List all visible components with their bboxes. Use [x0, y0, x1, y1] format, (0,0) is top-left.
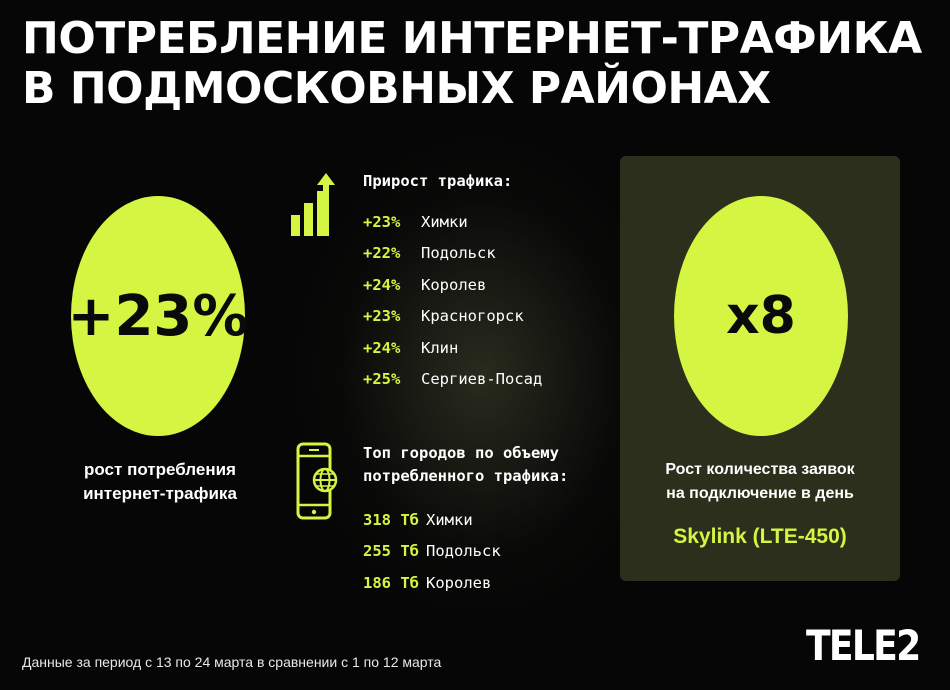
list-item: +24% Клин	[363, 332, 542, 364]
growth-percent: +25%	[363, 370, 401, 389]
top-cities-heading: Топ городов по объему потребленного траф…	[363, 444, 569, 485]
background-phone-glow	[300, 140, 630, 610]
list-item: +24% Королев	[363, 269, 542, 301]
growth-percent: +23%	[363, 307, 401, 326]
growth-heading: Прирост трафика:	[363, 172, 513, 190]
city-name: Подольск	[426, 542, 501, 561]
list-item: +23% Химки	[363, 206, 542, 238]
city-name: Сергиев-Посад	[421, 370, 543, 389]
requests-caption-line-1: Рост количества заявок	[665, 461, 855, 478]
traffic-volume: 186 Тб	[363, 573, 419, 592]
city-name: Подольск	[421, 244, 496, 263]
tele2-logo: TELE2	[806, 621, 921, 670]
growth-circle: +23%	[68, 196, 248, 436]
list-item: 318 Тб Химки	[363, 504, 501, 536]
traffic-volume: 255 Тб	[363, 542, 419, 561]
growth-caption-line-2: интернет-трафика	[83, 484, 237, 503]
traffic-volume: 318 Тб	[363, 510, 419, 529]
list-item: 186 Тб Королев	[363, 567, 501, 599]
growth-caption: рост потребления интернет-трафика	[60, 458, 260, 506]
service-name: Skylink (LTE-450)	[673, 525, 847, 548]
requests-circle: х8	[674, 196, 848, 436]
footnote: Данные за период с 13 по 24 марта в срав…	[22, 654, 442, 670]
growth-percent: +24%	[363, 275, 401, 294]
smartphone-globe-icon	[296, 442, 338, 520]
list-item: +22% Подольск	[363, 238, 542, 270]
growth-percent: +23%	[363, 212, 401, 231]
top-cities-list: 318 Тб Химки 255 Тб Подольск 186 Тб Королев	[363, 504, 501, 599]
city-name: Королев	[426, 573, 492, 592]
city-name: Химки	[426, 510, 473, 529]
title-line-1: ПОТРЕБЛЕНИЕ ИНТЕРНЕТ-ТРАФИКА	[22, 13, 922, 64]
list-item: 255 Тб Подольск	[363, 536, 501, 568]
growth-list: +23% Химки +22% Подольск +24% Королев +23% К…	[363, 206, 542, 395]
title-line-2: В ПОДМОСКОВНЫХ РАЙОНАХ	[22, 63, 771, 114]
city-name: Королев	[421, 275, 487, 294]
growth-caption-line-1: рост потребления	[84, 460, 236, 479]
page-title: ПОТРЕБЛЕНИЕ ИНТЕРНЕТ-ТРАФИКА В ПОДМОСКОВ…	[22, 14, 922, 114]
requests-caption-line-2: на подключение в день	[666, 485, 854, 502]
growth-value: +23%	[67, 283, 249, 349]
bar-chart-arrow-icon	[291, 173, 335, 236]
list-item: +25% Сергиев-Посад	[363, 364, 542, 396]
requests-multiplier: х8	[726, 286, 796, 346]
growth-percent: +24%	[363, 338, 401, 357]
city-name: Красногорск	[421, 307, 524, 326]
list-item: +23% Красногорск	[363, 301, 542, 333]
city-name: Клин	[421, 338, 459, 357]
growth-percent: +22%	[363, 244, 401, 263]
requests-caption: Рост количества заявок на подключение в …	[620, 458, 900, 506]
city-name: Химки	[421, 212, 468, 231]
